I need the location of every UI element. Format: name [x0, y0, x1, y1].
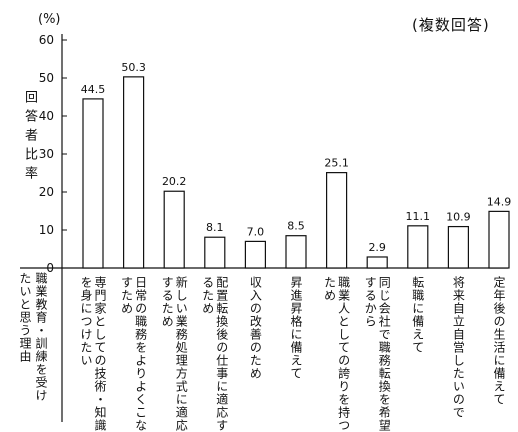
bar [366, 256, 388, 269]
y-tick-label: 0 [46, 261, 54, 275]
bar [122, 76, 145, 269]
bar [204, 236, 226, 269]
x-axis-title-line-1: たいと思う理由 [18, 272, 32, 363]
bar [163, 190, 185, 269]
bar [82, 98, 104, 269]
category-label: 定年後の生活に備えて [492, 276, 506, 406]
value-label: 8.1 [206, 221, 224, 234]
value-label: 8.5 [287, 220, 305, 233]
value-label: 25.1 [324, 157, 349, 170]
category-label: 日常の職務をよりよくこな [133, 276, 148, 432]
category-label: 配置転換後の仕事に適応す [214, 276, 229, 432]
y-axis-unit: (%) [38, 12, 61, 27]
category-label: 転職に備えて [410, 276, 425, 354]
category-label: 同じ会社で職務転換を希望 [377, 276, 392, 432]
y-tick-label: 10 [39, 223, 54, 237]
value-label: 20.2 [162, 175, 187, 188]
category-label: 昇進昇格に備えて [289, 276, 303, 380]
y-tick-label: 30 [39, 147, 54, 161]
category-label: 専門家としての技術・知識 [93, 276, 107, 432]
category-label: するため [160, 276, 175, 328]
category-label: 新しい業務処理方式に適応 [174, 276, 189, 432]
value-label: 10.9 [446, 211, 471, 224]
category-label: 収入の改善のため [248, 276, 263, 380]
y-tick-label: 50 [39, 71, 54, 85]
category-label: るため [200, 276, 215, 315]
bar [447, 225, 469, 269]
x-axis-title-line-2: 職業教育・訓練を受け [34, 272, 48, 402]
value-label: 44.5 [81, 83, 106, 96]
category-label: ため [322, 276, 337, 302]
bar [407, 225, 429, 269]
category-label: 職業人としての誇りを持つ [336, 276, 351, 432]
y-tick-label: 40 [39, 109, 54, 123]
value-label: 7.0 [247, 225, 265, 238]
y-tick-label: 60 [39, 33, 54, 47]
value-labels: 44.5 50.3 20.2 8.1 7.0 8.5 25.1 2.9 11.1 10.9 14.9 [81, 61, 512, 254]
bar [244, 240, 266, 269]
bar [488, 210, 510, 269]
category-label: すため [119, 276, 134, 315]
category-label: するから [363, 276, 378, 328]
bar [285, 235, 307, 269]
category-label: を身につけたい [79, 276, 93, 367]
y-tick-label: 20 [39, 185, 54, 199]
value-label: 14.9 [487, 195, 512, 208]
bars [82, 76, 510, 269]
value-label: 11.1 [406, 210, 431, 223]
category-label: 将来自立自営したいので [451, 276, 466, 419]
bar [326, 172, 348, 269]
value-label: 2.9 [368, 241, 386, 254]
y-axis-title: 回答者比率 [22, 90, 37, 185]
multiple-answer-note: (複数回答) [412, 16, 490, 34]
value-label: 50.3 [121, 61, 146, 74]
